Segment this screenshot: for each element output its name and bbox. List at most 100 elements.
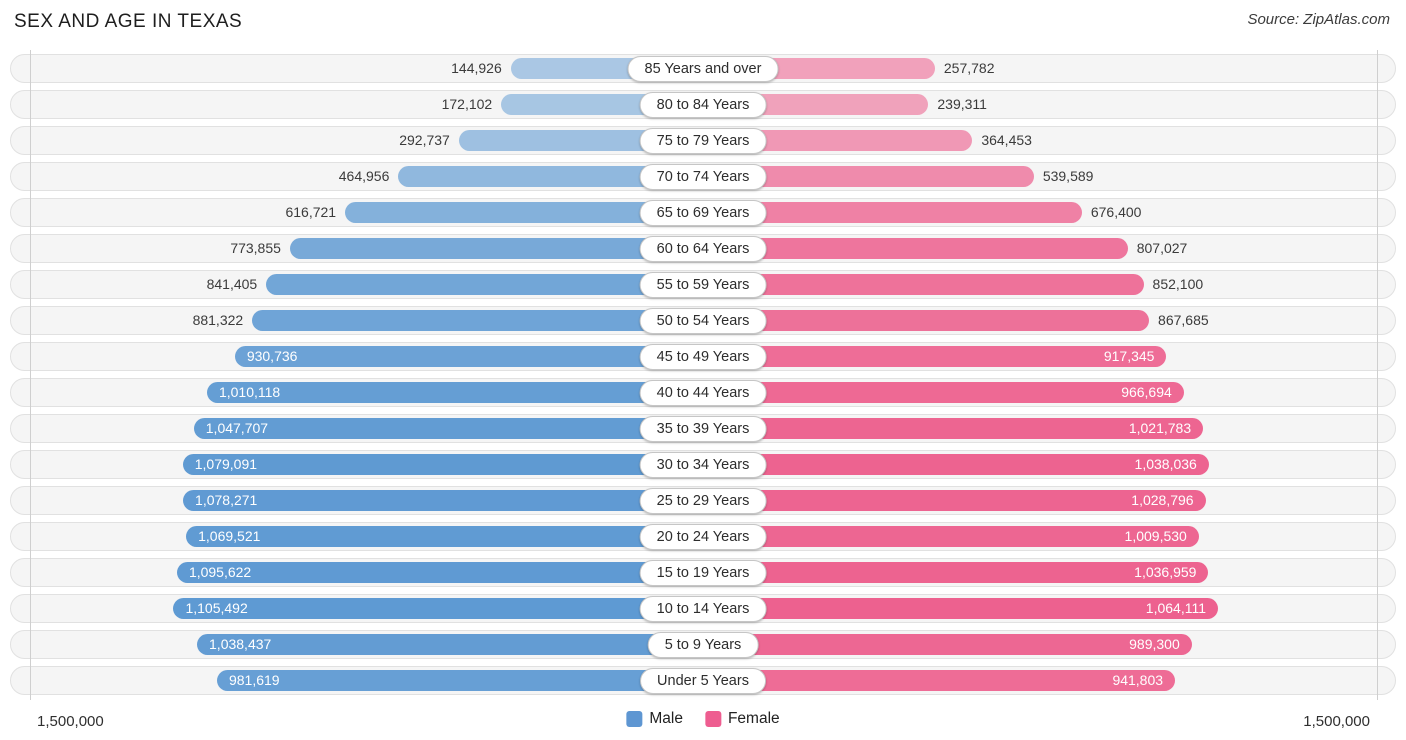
female-bar: 676,400 bbox=[703, 202, 1141, 223]
age-group-pill: 35 to 39 Years bbox=[639, 415, 767, 442]
pyramid-chart: 144,926 257,782 85 Years and over 172,102 23… bbox=[10, 50, 1396, 702]
male-bar: 1,078,271 bbox=[183, 490, 703, 511]
female-bar: 852,100 bbox=[703, 274, 1203, 295]
male-swatch-icon bbox=[626, 711, 643, 727]
male-bar: 773,855 bbox=[230, 238, 703, 259]
female-bar: 989,300 bbox=[703, 634, 1192, 655]
male-bar: 616,721 bbox=[285, 202, 703, 223]
age-group-pill: 5 to 9 Years bbox=[647, 631, 759, 658]
age-row: 464,956 539,589 70 to 74 Years bbox=[10, 162, 1396, 191]
female-bar: 1,036,959 bbox=[703, 562, 1209, 583]
male-value-label: 841,405 bbox=[206, 276, 258, 292]
female-bar: 1,009,530 bbox=[703, 526, 1199, 547]
legend-label-female: Female bbox=[727, 710, 780, 727]
age-row: 981,619 941,803 Under 5 Years bbox=[10, 666, 1396, 695]
female-bar: 917,345 bbox=[703, 346, 1167, 367]
age-row: 1,079,091 1,038,036 30 to 34 Years bbox=[10, 450, 1396, 479]
female-bar: 1,028,796 bbox=[703, 490, 1206, 511]
female-value-label: 1,038,036 bbox=[1134, 456, 1197, 472]
female-bar: 1,064,111 bbox=[703, 598, 1218, 619]
female-value-label: 1,028,796 bbox=[1131, 492, 1194, 508]
male-bar: 981,619 bbox=[216, 670, 703, 691]
male-bar: 1,069,521 bbox=[186, 526, 703, 547]
female-value-label: 966,694 bbox=[1121, 384, 1172, 400]
male-bar: 930,736 bbox=[234, 346, 703, 367]
male-bar: 1,105,492 bbox=[173, 598, 703, 619]
male-value-label: 881,322 bbox=[192, 312, 244, 328]
age-group-pill: 85 Years and over bbox=[627, 55, 779, 82]
age-row: 616,721 676,400 65 to 69 Years bbox=[10, 198, 1396, 227]
age-group-pill: Under 5 Years bbox=[640, 667, 766, 694]
age-group-pill: 55 to 59 Years bbox=[639, 271, 767, 298]
female-value-label: 1,064,111 bbox=[1145, 600, 1206, 616]
age-group-pill: 70 to 74 Years bbox=[639, 163, 767, 190]
female-value-label: 1,036,959 bbox=[1134, 564, 1197, 580]
age-group-pill: 65 to 69 Years bbox=[639, 199, 767, 226]
male-bar: 1,010,118 bbox=[206, 382, 703, 403]
male-value-label: 1,079,091 bbox=[194, 456, 258, 472]
female-value-label: 867,685 bbox=[1158, 312, 1209, 328]
female-bar: 867,685 bbox=[703, 310, 1209, 331]
male-value-label: 1,069,521 bbox=[198, 528, 261, 544]
female-value-label: 257,782 bbox=[943, 60, 995, 76]
axis-max-left: 1,500,000 bbox=[37, 712, 104, 730]
legend-item-male: Male bbox=[626, 710, 683, 728]
male-value-label: 1,047,707 bbox=[205, 420, 269, 436]
age-row: 930,736 917,345 45 to 49 Years bbox=[10, 342, 1396, 371]
female-swatch-icon bbox=[704, 711, 721, 727]
legend: Male Female bbox=[626, 710, 780, 728]
male-value-label: 1,105,492 bbox=[185, 600, 248, 616]
female-value-label: 676,400 bbox=[1090, 204, 1142, 220]
female-bar: 966,694 bbox=[703, 382, 1184, 403]
source-credit: Source: ZipAtlas.com bbox=[1247, 11, 1390, 28]
age-group-pill: 80 to 84 Years bbox=[639, 91, 767, 118]
male-value-label: 1,010,118 bbox=[218, 384, 281, 400]
male-value-label: 930,736 bbox=[246, 348, 298, 364]
right-axis-line bbox=[1377, 50, 1378, 700]
female-bar: 941,803 bbox=[703, 670, 1176, 691]
male-value-label: 464,956 bbox=[338, 168, 390, 184]
male-bar: 1,079,091 bbox=[182, 454, 703, 475]
chart-header: SEX AND AGE IN TEXAS Source: ZipAtlas.co… bbox=[0, 0, 1406, 44]
female-value-label: 852,100 bbox=[1152, 276, 1204, 292]
male-value-label: 144,926 bbox=[451, 60, 502, 76]
age-group-pill: 60 to 64 Years bbox=[639, 235, 767, 262]
age-group-pill: 45 to 49 Years bbox=[639, 343, 767, 370]
age-group-pill: 15 to 19 Years bbox=[639, 559, 767, 586]
female-value-label: 1,021,783 bbox=[1128, 420, 1192, 436]
age-row: 1,105,492 1,064,111 10 to 14 Years bbox=[10, 594, 1396, 623]
female-value-label: 1,009,530 bbox=[1124, 528, 1187, 544]
age-row: 1,078,271 1,028,796 25 to 29 Years bbox=[10, 486, 1396, 515]
age-group-pill: 75 to 79 Years bbox=[639, 127, 767, 154]
female-value-label: 364,453 bbox=[981, 132, 1032, 148]
chart-title: SEX AND AGE IN TEXAS bbox=[14, 11, 243, 32]
age-group-pill: 10 to 14 Years bbox=[639, 595, 767, 622]
male-bar: 1,038,437 bbox=[197, 634, 703, 655]
male-value-label: 1,095,622 bbox=[188, 564, 252, 580]
legend-item-female: Female bbox=[704, 710, 780, 728]
male-bar: 841,405 bbox=[207, 274, 703, 295]
female-value-label: 989,300 bbox=[1129, 636, 1180, 652]
age-row: 1,038,437 989,300 5 to 9 Years bbox=[10, 630, 1396, 659]
age-group-pill: 30 to 34 Years bbox=[639, 451, 767, 478]
age-row: 292,737 364,453 75 to 79 Years bbox=[10, 126, 1396, 155]
age-row: 773,855 807,027 60 to 64 Years bbox=[10, 234, 1396, 263]
female-bar: 807,027 bbox=[703, 238, 1187, 259]
male-value-label: 1,038,437 bbox=[209, 636, 272, 652]
female-value-label: 917,345 bbox=[1103, 348, 1155, 364]
left-axis-line bbox=[30, 50, 31, 700]
male-value-label: 1,078,271 bbox=[195, 492, 258, 508]
female-bar: 1,021,783 bbox=[703, 418, 1204, 439]
age-row: 881,322 867,685 50 to 54 Years bbox=[10, 306, 1396, 335]
age-group-pill: 25 to 29 Years bbox=[639, 487, 767, 514]
age-row: 841,405 852,100 55 to 59 Years bbox=[10, 270, 1396, 299]
age-group-pill: 50 to 54 Years bbox=[639, 307, 767, 334]
age-row: 1,095,622 1,036,959 15 to 19 Years bbox=[10, 558, 1396, 587]
male-value-label: 172,102 bbox=[441, 96, 493, 112]
male-bar: 1,095,622 bbox=[176, 562, 703, 583]
female-value-label: 539,589 bbox=[1042, 168, 1094, 184]
female-value-label: 239,311 bbox=[937, 96, 987, 112]
age-row: 1,010,118 966,694 40 to 44 Years bbox=[10, 378, 1396, 407]
age-group-pill: 20 to 24 Years bbox=[639, 523, 767, 550]
male-value-label: 292,737 bbox=[399, 132, 450, 148]
